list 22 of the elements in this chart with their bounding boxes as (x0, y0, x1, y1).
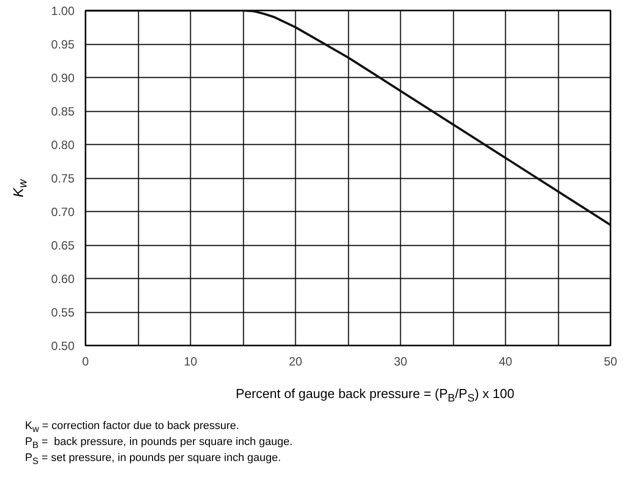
y-tick-label: 0.70 (51, 205, 75, 219)
y-tick-label: 0.65 (51, 238, 75, 252)
y-tick-label: 1.00 (51, 4, 75, 18)
y-tick-label: 0.90 (51, 71, 75, 85)
y-tick-label: 0.85 (51, 104, 75, 118)
y-tick-label: 0.95 (51, 38, 75, 52)
y-tick-label: 0.50 (51, 339, 75, 353)
x-tick-label: 0 (82, 354, 90, 368)
x-axis-title: Percent of gauge back pressure = (P$_{B}$/P$_{S}$) x 100 (236, 385, 514, 407)
text: K$_{w}$ = correction factor due to back pressure. (25, 420, 240, 434)
y-tick-label: 0.75 (51, 172, 75, 186)
y-tick-label: 0.60 (51, 272, 75, 286)
x-tick-label: 10 (184, 354, 198, 368)
text: P$_{B}$ = back pressure, in pounds per square inch gauge. (25, 436, 293, 450)
y-tick-label: 0.80 (51, 138, 75, 152)
x-tick-label: 40 (498, 354, 512, 368)
y-tick-label: 0.55 (51, 306, 75, 320)
x-tick-label: 30 (394, 354, 408, 368)
text: P$_{S}$ = set pressure, in pounds per square inch gauge. (25, 452, 281, 467)
x-tick-label: 20 (288, 354, 302, 368)
x-tick-label: 50 (604, 354, 618, 368)
line-series (86, 10, 610, 226)
